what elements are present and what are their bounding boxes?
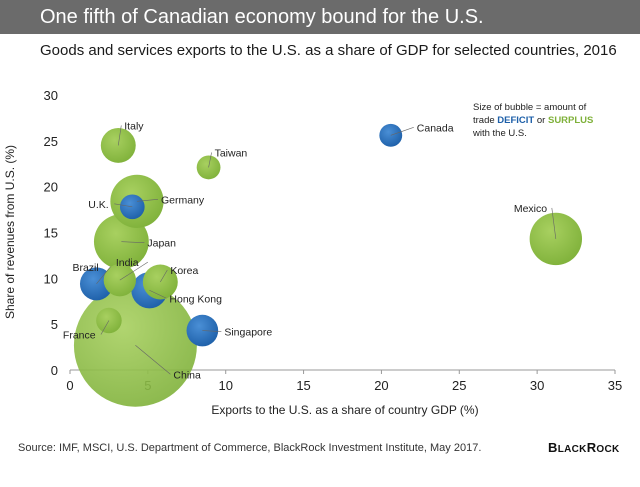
note-line3: with the U.S. (472, 128, 527, 139)
label-italy: Italy (124, 120, 144, 132)
leader-line (121, 241, 145, 243)
x-tick-label: 30 (530, 378, 544, 393)
bubble-mexico (529, 212, 583, 266)
bubble-italy (100, 127, 136, 163)
note-line2-prefix: trade (473, 115, 497, 126)
x-tick-label: 25 (452, 378, 466, 393)
x-tick-label: 0 (66, 378, 73, 393)
logo-lack: LACK (557, 444, 587, 455)
note-deficit: DEFICIT (497, 115, 534, 126)
note-surplus: SURPLUS (548, 115, 593, 126)
label-india: India (116, 257, 139, 269)
banner-title: One fifth of Canadian economy bound for … (0, 0, 640, 34)
y-tick-label: 10 (44, 271, 58, 286)
note-line2: trade DEFICIT or SURPLUS (473, 115, 593, 126)
source-note: Source: IMF, MSCI, U.S. Department of Co… (18, 442, 482, 454)
y-tick-label: 25 (44, 134, 58, 149)
label-france: France (63, 330, 96, 342)
y-tick-label: 20 (44, 180, 58, 195)
label-u-k-: U.K. (88, 199, 108, 211)
leader-line (135, 345, 171, 375)
label-taiwan: Taiwan (215, 147, 248, 159)
x-tick-label: 20 (374, 378, 388, 393)
label-brazil: Brazil (72, 262, 98, 274)
blackrock-logo: BLACKROCK (548, 440, 620, 455)
leader-line (149, 289, 167, 299)
bubbles-group (73, 123, 583, 407)
leader-line (160, 269, 168, 283)
leader-line (119, 261, 148, 281)
legend-note: Size of bubble = amount of trade DEFICIT… (472, 102, 593, 139)
bubble-taiwan (196, 155, 221, 180)
label-germany: Germany (161, 194, 205, 206)
logo-b: B (548, 440, 558, 455)
y-tick-label: 30 (44, 88, 58, 103)
x-axis-label: Exports to the U.S. as a share of countr… (211, 403, 478, 417)
note-line1: Size of bubble = amount of (473, 102, 587, 113)
logo-r: R (586, 440, 597, 455)
logo-ock: OCK (596, 444, 620, 455)
note-line2-mid: or (534, 115, 548, 126)
leader-line (117, 125, 122, 146)
leader-line (551, 207, 557, 239)
y-tick-label: 15 (44, 226, 58, 241)
label-china: China (173, 369, 201, 381)
leader-line (208, 152, 212, 168)
y-axis-label: Share of revenues from U.S. (%) (3, 145, 17, 319)
label-japan: Japan (147, 238, 176, 250)
x-tick-label: 10 (218, 378, 232, 393)
chart-subtitle: Goods and services exports to the U.S. a… (40, 42, 617, 59)
leader-line (100, 320, 110, 335)
label-hong-kong: Hong Kong (169, 293, 222, 305)
y-tick-label: 5 (51, 317, 58, 332)
leader-line (96, 266, 111, 285)
label-korea: Korea (170, 265, 198, 277)
leader-line (390, 127, 414, 136)
leader-line (136, 199, 158, 202)
bubble-japan (93, 214, 149, 270)
x-tick-label: 35 (608, 378, 622, 393)
leader-line (202, 330, 222, 332)
y-tick-label: 0 (51, 363, 58, 378)
label-singapore: Singapore (224, 327, 272, 339)
axes-group: 05101520253035051015202530 (44, 88, 623, 393)
labels-group: China Mexico Germany Japan Italy India Korea Fr… (63, 120, 557, 381)
label-mexico: Mexico (514, 203, 547, 215)
x-tick-label: 15 (296, 378, 310, 393)
leader-line (114, 203, 133, 208)
label-canada: Canada (417, 122, 454, 134)
